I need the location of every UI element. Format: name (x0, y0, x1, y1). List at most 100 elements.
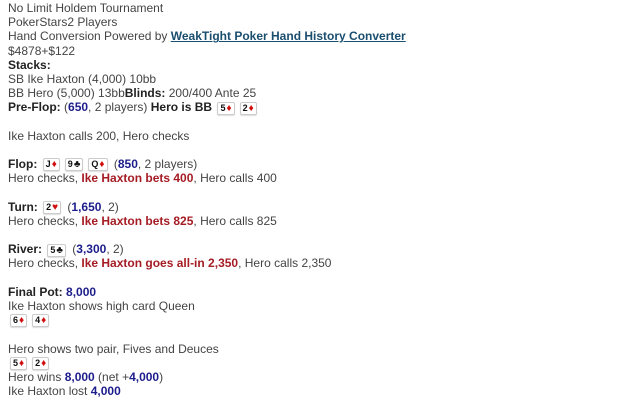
blank-line (8, 271, 406, 285)
amount: 1,650 (71, 199, 102, 214)
card-rank: 2 (242, 102, 248, 113)
playing-card: 4♦ (32, 314, 50, 328)
diamond-icon: ♦ (226, 102, 232, 114)
card-rank: 6 (13, 315, 19, 326)
hand-line: Flop: J♦ 9♣ Q♦ (850, 2 players) (8, 157, 406, 172)
hand-line: Final Pot: 8,000 (8, 285, 406, 299)
text: ( (60, 100, 69, 115)
text: , Hero calls 400 (193, 171, 277, 186)
text: Hand Conversion Powered by (8, 29, 171, 44)
text: ) (159, 369, 164, 384)
text: ( (110, 157, 118, 172)
villain-action: Ike Haxton goes all-in 2,350 (81, 256, 239, 271)
converter-link[interactable]: WeakTight Poker Hand History Converter (170, 29, 406, 44)
label: Pre-Flop: (8, 100, 61, 115)
blank-line (8, 228, 406, 242)
card-rank: J (45, 159, 51, 170)
card-rank: 4 (35, 315, 41, 326)
playing-card: 2♦ (32, 357, 50, 371)
hand-line: Hero wins 8,000 (net +4,000) (8, 370, 406, 384)
label: Hero is BB (150, 100, 213, 115)
hand-line: Pre-Flop: (650, 2 players) Hero is BB 5♦… (8, 100, 406, 115)
hand-line: Ike Haxton shows high card Queen (8, 299, 406, 313)
label: Final Pot: (8, 284, 63, 299)
text: Hero shows two pair, Fives and Deuces (8, 341, 219, 356)
hand-line: Hero shows two pair, Fives and Deuces (8, 342, 406, 356)
diamond-icon: ♦ (19, 315, 25, 327)
card-rank: 9 (67, 159, 73, 170)
hand-line: 5 ♦ 2♦ (8, 356, 406, 371)
hand-line: Hero checks, Ike Haxton goes all-in 2,35… (8, 256, 406, 270)
playing-card: 2♥ (43, 200, 62, 214)
text (42, 242, 45, 256)
hand-history: No Limit Holdem Tournament PokerStars2 Pl… (8, 1, 406, 398)
diamond-icon: ♦ (41, 315, 47, 327)
hand-line: PokerStars2 Players (8, 15, 406, 29)
playing-card: Q♦ (88, 158, 108, 172)
label: Blinds: (124, 86, 166, 101)
text: , Hero calls 2,350 (238, 256, 332, 271)
card-rank: 5 (220, 102, 226, 113)
text: Hero checks, (8, 256, 82, 271)
text (212, 100, 215, 114)
amount: 3,300 (76, 242, 107, 257)
villain-action: Ike Haxton bets 825 (81, 213, 194, 228)
text: , 2 players) (88, 100, 151, 115)
hand-line: $4878+$122 (8, 44, 406, 58)
text: 200/400 Ante 25 (165, 86, 257, 101)
amount: 650 (68, 100, 89, 115)
text: ( (64, 199, 72, 214)
hand-line: BB Hero (5,000) 13bbBlinds: 200/400 Ante… (8, 86, 406, 100)
label: Stacks: (8, 57, 51, 72)
text: $4878+$122 (8, 43, 76, 58)
text: (net + (94, 369, 130, 384)
text: , 2 players) (137, 157, 198, 172)
playing-card: 6♦ (10, 314, 28, 328)
blank-line (8, 327, 406, 341)
text (38, 200, 41, 214)
card-rank: 2 (46, 201, 52, 212)
hand-line: River: 5♣ (3,300, 2) (8, 242, 406, 257)
amount: 4,000 (90, 384, 121, 399)
hand-line: Hero checks, Ike Haxton bets 400, Hero c… (8, 171, 406, 185)
diamond-icon: ♦ (99, 159, 105, 171)
text: , 2) (101, 199, 119, 214)
diamond-icon: ♦ (248, 102, 254, 114)
hand-line: Hero checks, Ike Haxton bets 825, Hero c… (8, 214, 406, 228)
heart-icon: ♥ (52, 201, 59, 213)
blank-line (8, 143, 406, 157)
text: SB Ike Haxton (4,000) 10bb (8, 71, 157, 86)
playing-card: 9♣ (64, 158, 84, 172)
diamond-icon: ♦ (41, 358, 47, 370)
text: Hero checks, (8, 213, 82, 228)
diamond-icon: ♦ (51, 159, 57, 171)
amount: 8,000 (66, 284, 97, 299)
hand-line: 6♦ 4♦ (8, 313, 406, 328)
card-rank: 2 (35, 358, 41, 369)
text: BB Hero (5,000) 13bb (8, 86, 125, 101)
text: Hero wins (8, 369, 65, 384)
amount: 8,000 (64, 369, 95, 384)
playing-card: 5♣ (47, 243, 66, 257)
text: PokerStars2 Players (8, 15, 118, 30)
hand-line: Stacks: (8, 58, 406, 72)
label: Flop: (8, 157, 38, 172)
text: Hero checks, (8, 171, 82, 186)
card-rank: 5 (13, 358, 19, 369)
playing-card: 2♦ (239, 101, 257, 115)
club-icon: ♣ (56, 244, 63, 256)
hand-line: Ike Haxton lost 4,000 (8, 384, 406, 398)
label: Turn: (8, 199, 38, 214)
text: , 2) (106, 242, 124, 257)
text: ( (68, 242, 77, 257)
playing-card: J♦ (42, 158, 60, 172)
text: Ike Haxton shows high card Queen (8, 298, 195, 313)
label: River: (8, 242, 43, 257)
card-rank: Q (91, 159, 99, 170)
playing-card: 5♦ (217, 101, 235, 115)
text: Ike Haxton lost (8, 384, 91, 399)
hand-line: SB Ike Haxton (4,000) 10bb (8, 72, 406, 86)
hand-line: Turn: 2♥ (1,650, 2) (8, 200, 406, 214)
text: , Hero calls 825 (193, 213, 277, 228)
text (37, 157, 40, 171)
